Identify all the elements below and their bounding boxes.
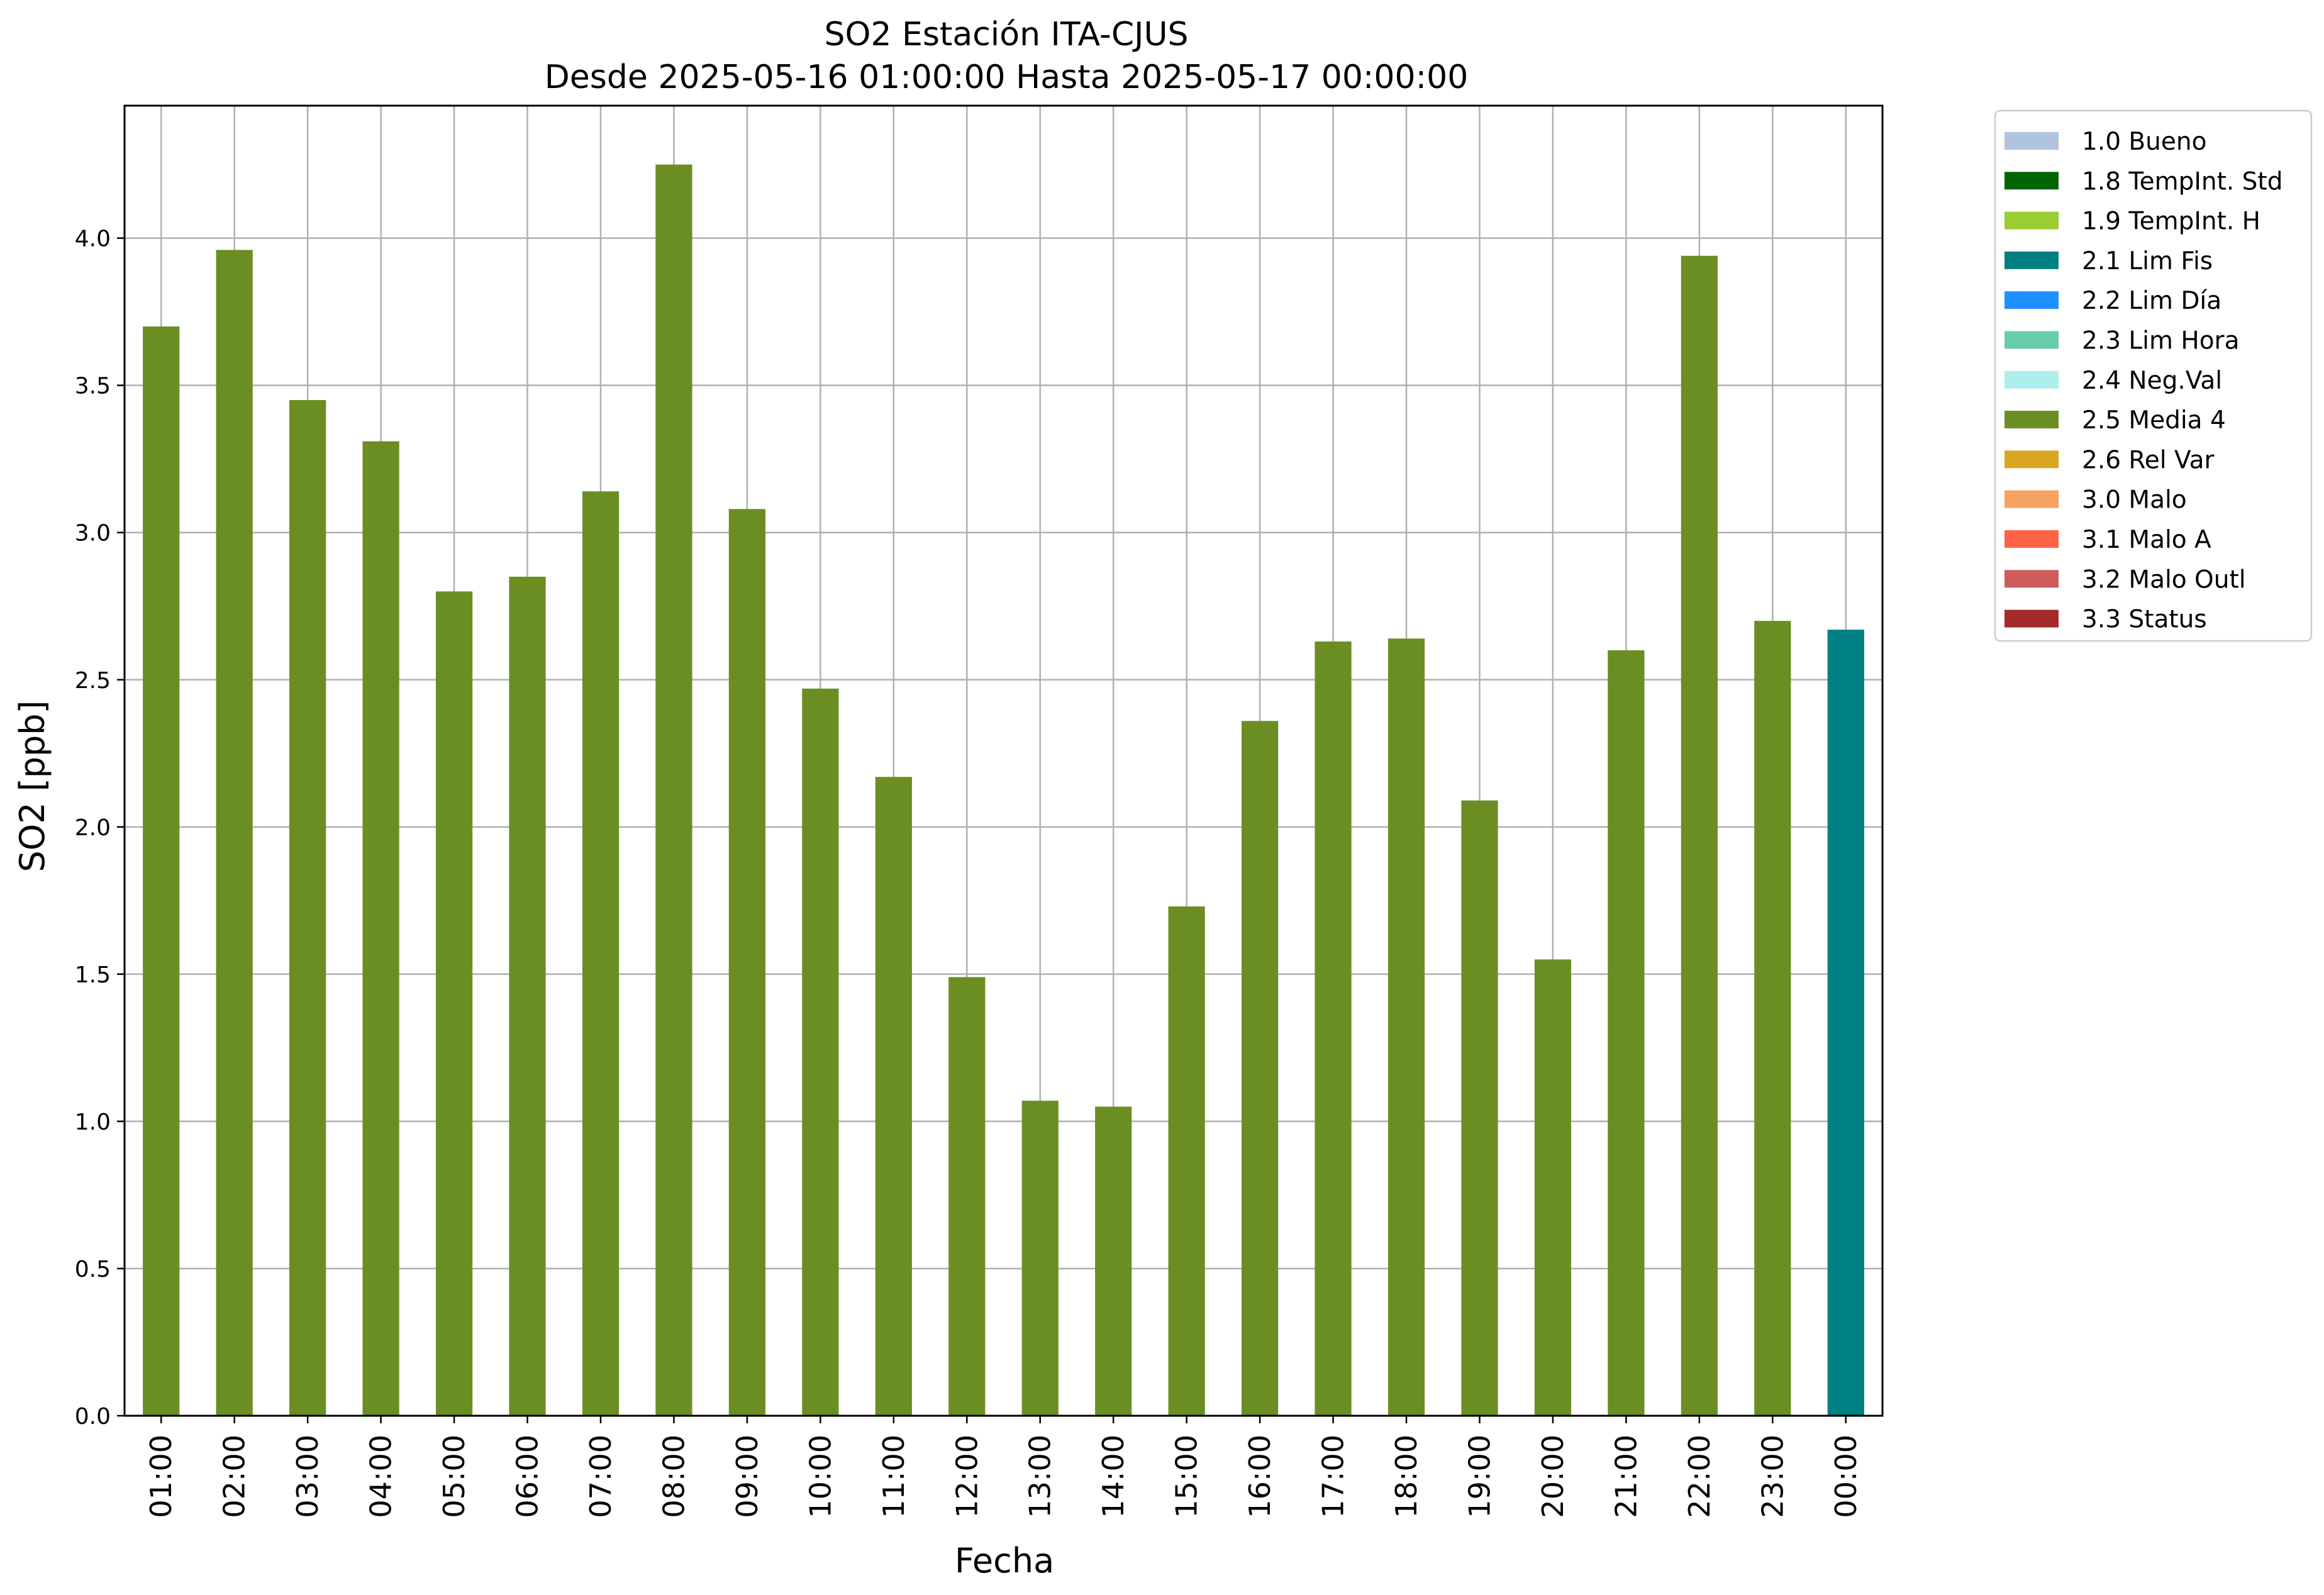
legend-label: 1.0 Bueno (2082, 128, 2206, 156)
y-tick-label: 0.5 (75, 1257, 111, 1282)
legend-label: 2.2 Lim Día (2082, 287, 2221, 315)
x-tick-label: 00:00 (1829, 1435, 1863, 1518)
x-tick-label: 15:00 (1170, 1435, 1204, 1518)
y-tick-label: 1.5 (75, 962, 111, 988)
legend-swatch (2004, 411, 2059, 429)
legend-swatch (2004, 450, 2059, 469)
y-tick-label: 4.0 (75, 226, 111, 252)
legend-swatch (2004, 530, 2059, 548)
legend-label: 3.0 Malo (2082, 486, 2187, 514)
x-tick-label: 14:00 (1096, 1435, 1130, 1518)
x-tick-label: 16:00 (1243, 1435, 1277, 1518)
bar (1608, 650, 1645, 1416)
x-axis: 01:00 02:00 03:00 04:00 05:00 06:00 07:00 08:00… (144, 1416, 1863, 1518)
bar (1681, 255, 1718, 1416)
bar (1168, 906, 1205, 1416)
x-axis-label: Fecha (955, 1541, 1054, 1581)
x-tick-label: 13:00 (1023, 1435, 1057, 1518)
legend-swatch (2004, 211, 2059, 230)
bar (362, 441, 399, 1416)
bar (289, 400, 326, 1416)
bar (1754, 621, 1791, 1416)
legend-swatch (2004, 370, 2059, 389)
legend-label: 2.6 Rel Var (2082, 446, 2215, 474)
bar (948, 977, 986, 1416)
legend-swatch (2004, 251, 2059, 269)
x-tick-label: 09:00 (730, 1435, 764, 1518)
bar (216, 250, 253, 1416)
legend-swatch (2004, 609, 2059, 628)
legend-label: 2.5 Media 4 (2082, 406, 2226, 435)
y-axis: 0.0 0.5 1.0 1.5 2.0 2.5 3.0 3.5 4.0 (75, 226, 125, 1430)
legend-swatch (2004, 490, 2059, 508)
bar (802, 688, 839, 1416)
chart-subtitle: Desde 2025-05-16 01:00:00 Hasta 2025-05-… (545, 58, 1469, 96)
x-tick-label: 23:00 (1755, 1435, 1789, 1518)
y-axis-label: SO2 [ppb] (13, 700, 52, 872)
bar (143, 326, 180, 1416)
bar (435, 591, 473, 1416)
bar (509, 576, 546, 1416)
legend-swatch (2004, 172, 2059, 190)
x-tick-label: 06:00 (511, 1435, 545, 1518)
x-tick-label: 10:00 (803, 1435, 837, 1518)
legend-swatch (2004, 132, 2059, 150)
x-tick-label: 22:00 (1682, 1435, 1716, 1518)
legend-swatch (2004, 291, 2059, 309)
x-tick-label: 17:00 (1316, 1435, 1350, 1518)
legend: 1.0 Bueno 1.8 TempInt. Std 1.9 TempInt. H 2… (1994, 109, 2313, 642)
bar (1827, 630, 1864, 1416)
plot-area (123, 104, 1884, 1417)
x-tick-label: 20:00 (1536, 1435, 1570, 1518)
bar (1534, 959, 1572, 1416)
legend-swatch (2004, 570, 2059, 588)
bar (1315, 641, 1352, 1416)
chart-title: SO2 Estación ITA-CJUS (824, 16, 1188, 53)
x-tick-label: 08:00 (657, 1435, 691, 1518)
x-tick-label: 07:00 (584, 1435, 618, 1518)
x-tick-label: 18:00 (1389, 1435, 1423, 1518)
legend-label: 3.2 Malo Outl (2082, 565, 2246, 594)
bar (1241, 721, 1279, 1416)
legend-label: 2.3 Lim Hora (2082, 327, 2240, 355)
bar (875, 777, 912, 1416)
legend-label: 2.4 Neg.Val (2082, 367, 2222, 395)
y-tick-label: 2.0 (75, 815, 111, 841)
x-tick-label: 11:00 (877, 1435, 911, 1518)
x-tick-label: 05:00 (437, 1435, 471, 1518)
legend-label: 3.3 Status (2082, 606, 2207, 634)
legend-box (1994, 109, 2313, 642)
x-tick-label: 03:00 (291, 1435, 325, 1518)
bar (1095, 1106, 1132, 1416)
bar (1387, 638, 1425, 1416)
x-tick-label: 01:00 (144, 1435, 178, 1518)
x-tick-label: 19:00 (1462, 1435, 1496, 1518)
x-tick-label: 02:00 (218, 1435, 252, 1518)
y-tick-label: 3.5 (75, 374, 111, 399)
bar (582, 491, 620, 1416)
y-tick-label: 1.0 (75, 1109, 111, 1135)
bars (143, 164, 1864, 1416)
legend-label: 2.1 Lim Fis (2082, 247, 2213, 275)
x-tick-label: 04:00 (364, 1435, 398, 1518)
legend-label: 3.1 Malo A (2082, 526, 2211, 554)
x-tick-label: 12:00 (950, 1435, 984, 1518)
bar (728, 509, 766, 1416)
bar (1021, 1101, 1059, 1416)
legend-swatch (2004, 331, 2059, 349)
legend-label: 1.9 TempInt. H (2082, 208, 2260, 236)
y-tick-label: 2.5 (75, 668, 111, 694)
legend-label: 1.8 TempInt. Std (2082, 167, 2282, 196)
bar (1461, 800, 1498, 1416)
bar (655, 164, 692, 1416)
y-tick-label: 3.0 (75, 521, 111, 547)
y-tick-label: 0.0 (75, 1404, 111, 1430)
x-tick-label: 21:00 (1609, 1435, 1643, 1518)
